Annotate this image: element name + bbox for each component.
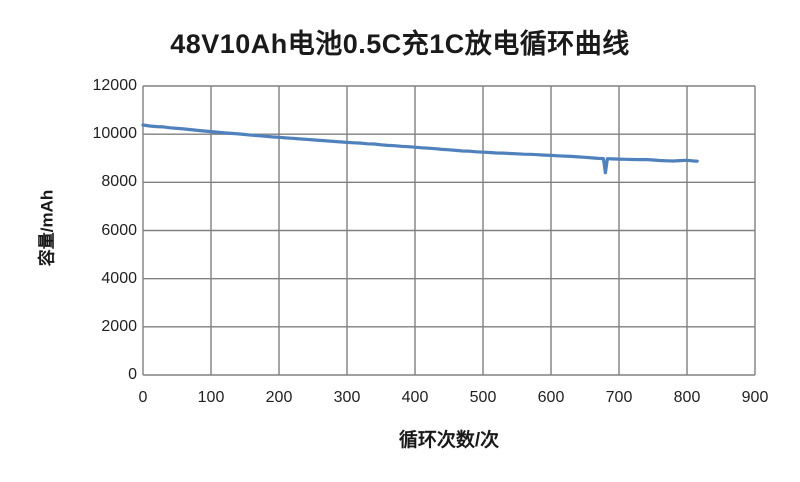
y-tick-label: 2000	[101, 317, 137, 335]
x-tick-label: 900	[741, 389, 769, 406]
y-tick-label: 0	[128, 366, 137, 383]
capacity-curve	[141, 123, 699, 175]
x-tick-label: 100	[197, 389, 225, 406]
x-tick-label: 200	[265, 389, 293, 406]
y-tick-label: 10000	[92, 125, 138, 143]
x-tick-label: 400	[401, 389, 429, 406]
chart-title: 48V10Ah电池0.5C充1C放电循环曲线	[170, 29, 630, 59]
x-tick-label: 600	[537, 389, 565, 406]
y-tick-label: 12000	[92, 77, 138, 94]
plot-area	[141, 85, 756, 376]
x-tick-label: 0	[138, 389, 148, 406]
x-axis-title: 循环次数/次	[398, 430, 500, 451]
y-tick-label: 6000	[101, 221, 137, 239]
y-tick-label: 4000	[101, 269, 137, 287]
y-tick-label: 8000	[101, 173, 137, 191]
x-tick-label: 700	[605, 389, 633, 406]
x-tick-label: 300	[333, 389, 361, 406]
x-tick-label: 500	[469, 389, 497, 406]
x-tick-label: 800	[673, 389, 701, 406]
